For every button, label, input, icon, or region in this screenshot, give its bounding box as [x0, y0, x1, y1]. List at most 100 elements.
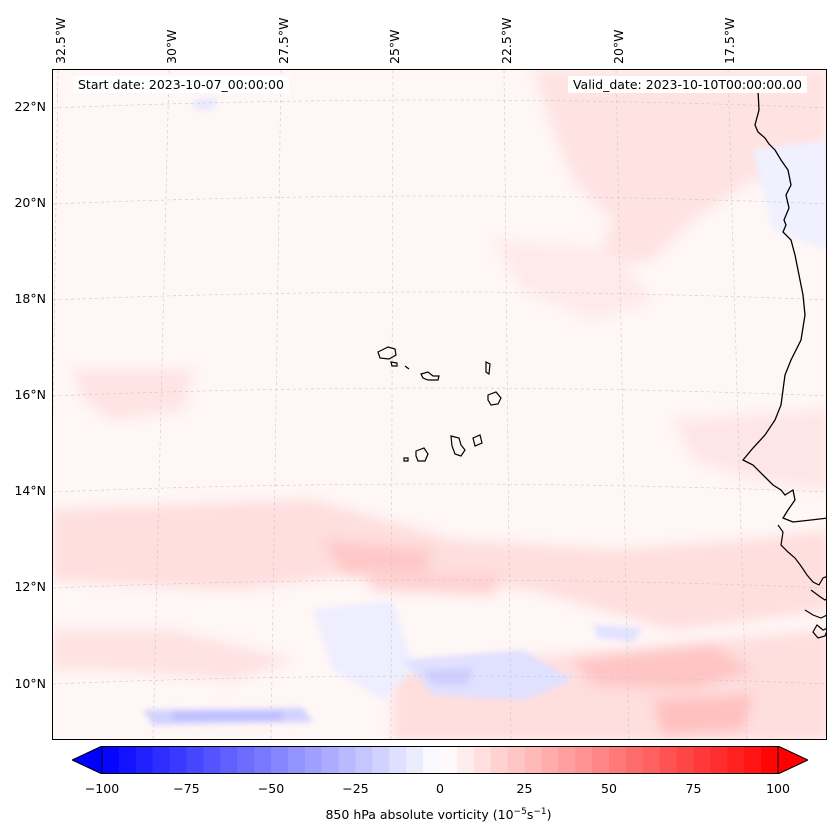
- negative-core-south-central: [423, 668, 473, 685]
- gridline-22n: [53, 99, 826, 109]
- negative-region-coast: [753, 140, 826, 250]
- lon-label-25w: 25°W: [387, 29, 402, 64]
- island-santo-antao: [377, 346, 397, 360]
- colorbar-cell: [406, 746, 424, 774]
- start-date-label: Start date: 2023-10-07_00:00:00: [73, 76, 289, 93]
- vorticity-map: [53, 70, 826, 739]
- island-santiago: [450, 435, 466, 457]
- colorbar-cell: [473, 746, 492, 774]
- colorbar: [72, 746, 808, 774]
- colorbar-cell: [135, 746, 154, 774]
- positive-region-southwest: [53, 630, 293, 680]
- colorbar-cell: [203, 746, 221, 774]
- colorbar-cell: [456, 746, 475, 774]
- gridline-20n: [53, 195, 826, 205]
- colorbar-tick-8: 100: [766, 781, 790, 796]
- colorbar-cell: [727, 746, 745, 774]
- colorbar-outline: [101, 746, 779, 774]
- gridline-16n: [53, 387, 826, 397]
- positive-core-southeast: [653, 695, 753, 735]
- gridline-14n: [53, 483, 826, 493]
- negative-patch-east: [593, 625, 643, 642]
- colorbar-cell: [541, 746, 559, 774]
- colorbar-cell: [625, 746, 644, 774]
- positive-core-south: [573, 645, 753, 690]
- colorbar-cell: [169, 746, 187, 774]
- colorbar-cell: [744, 746, 762, 774]
- lat-label-14n: 14°N: [14, 483, 46, 498]
- colorbar-cell: [254, 746, 272, 774]
- colorbar-cell: [609, 746, 627, 774]
- colorbar-max-extend: [777, 746, 808, 774]
- lat-label-22n: 22°N: [14, 99, 46, 114]
- lon-label-17.5w: 17.5°W: [722, 17, 737, 64]
- colorbar-tick-2: −50: [257, 781, 285, 796]
- island-boa-vista: [487, 391, 502, 406]
- colorbar-cell: [220, 746, 238, 774]
- colorbar-label-exp1: −5: [513, 807, 527, 817]
- colorbar-min-extend: [72, 746, 103, 774]
- gridline-25w: [390, 70, 394, 739]
- colorbar-tick-6: 50: [601, 781, 617, 796]
- colorbar-tick-4: 0: [436, 781, 444, 796]
- negative-core-southwest: [173, 712, 283, 720]
- lat-label-12n: 12°N: [14, 579, 46, 594]
- colorbar-cell: [710, 746, 728, 774]
- colorbar-cell: [507, 746, 525, 774]
- lon-label-20w: 20°W: [611, 29, 626, 64]
- colorbar-tick-3: −25: [342, 781, 369, 796]
- positive-band-12n: [53, 500, 826, 630]
- colorbar-tick-7: 75: [685, 781, 702, 796]
- island-maio: [472, 434, 483, 447]
- colorbar-cell: [321, 746, 340, 774]
- lon-label-22.5w: 22.5°W: [499, 17, 514, 64]
- colorbar-cell: [355, 746, 373, 774]
- gridline-18n: [53, 291, 826, 301]
- negative-region-south-central: [403, 650, 573, 700]
- lon-label-30w: 30°W: [164, 29, 179, 64]
- colorbar-cell: [304, 746, 323, 774]
- colorbar-cell: [152, 746, 171, 774]
- positive-region-west: [73, 370, 193, 420]
- gridline-20w: [615, 70, 630, 739]
- colorbar-cell: [271, 746, 289, 774]
- lat-label-20n: 20°N: [14, 195, 46, 210]
- colorbar-cell: [186, 746, 204, 774]
- lon-label-32.5w: 32.5°W: [53, 17, 68, 64]
- gridline-10n: [53, 675, 826, 685]
- positive-region-northeast: [533, 70, 826, 270]
- valid-date-label: Valid_date: 2023-10-10T00:00:00.00: [567, 76, 807, 93]
- gridline-17.5w: [727, 70, 748, 739]
- island-sal: [485, 361, 491, 376]
- island-santa-luzia: [404, 365, 410, 370]
- lon-label-27.5w: 27.5°W: [276, 17, 291, 64]
- positive-region-north-central: [493, 240, 653, 320]
- colorbar-cell: [102, 746, 120, 774]
- colorbar-cell: [676, 746, 694, 774]
- map-frame[interactable]: [52, 69, 827, 740]
- coastline-guinea-bissau: [777, 524, 826, 639]
- colorbar-cell: [440, 746, 458, 774]
- colorbar-cell: [423, 746, 441, 774]
- colorbar-cell: [237, 746, 255, 774]
- colorbar-cell: [389, 746, 407, 774]
- gridline-27.5w: [270, 70, 282, 739]
- negative-region-central: [313, 600, 413, 700]
- positive-region-east: [673, 410, 826, 490]
- positive-streak-12n: [363, 570, 503, 595]
- colorbar-cell: [372, 746, 390, 774]
- negative-patch-north: [193, 98, 218, 110]
- island-fogo: [415, 447, 429, 462]
- colorbar-tick-5: 25: [516, 781, 533, 796]
- island-sao-vicente: [390, 361, 398, 367]
- colorbar-cell: [558, 746, 576, 774]
- colorbar-cell: [490, 746, 509, 774]
- colorbar-cell: [693, 746, 711, 774]
- colorbar-label-suffix: ): [546, 807, 552, 823]
- colorbar-cell: [287, 746, 306, 774]
- graticule: [53, 70, 826, 739]
- africa-coastline: [741, 89, 826, 523]
- colorbar-label: 850 hPa absolute vorticity (10−5s−1): [0, 807, 837, 822]
- colorbar-cell: [659, 746, 678, 774]
- cape-verde-islands: [377, 346, 502, 462]
